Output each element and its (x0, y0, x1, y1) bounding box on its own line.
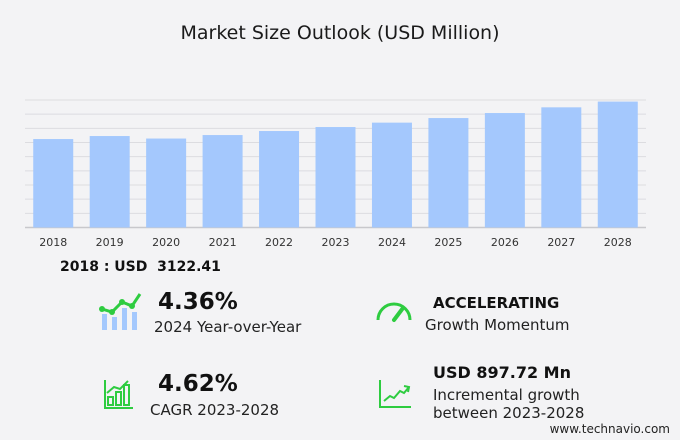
bar-growth-icon (104, 380, 133, 409)
x-tick-label: 2022 (265, 236, 293, 249)
x-tick-label: 2018 (39, 236, 67, 249)
growth-chart-icon (99, 293, 142, 330)
bar-2021 (202, 135, 243, 228)
bar-2019 (89, 136, 130, 228)
trend-line-icon (379, 380, 411, 408)
bar-2023 (315, 127, 356, 228)
bar-2028 (597, 101, 638, 228)
x-tick-label: 2026 (491, 236, 519, 249)
x-tick-label: 2023 (322, 236, 350, 249)
x-tick-label: 2021 (209, 236, 237, 249)
x-tick-label: 2024 (378, 236, 406, 249)
bar-2026 (484, 113, 525, 228)
chart-title: Market Size Outlook (USD Million) (180, 22, 500, 44)
x-tick-label: 2019 (96, 236, 124, 249)
bar-2020 (146, 138, 187, 228)
bar-2018 (33, 139, 74, 228)
speedometer-icon (376, 302, 412, 322)
momentum-label: Growth Momentum (425, 316, 570, 334)
cagr-value: 4.62% (158, 371, 238, 397)
base-year-value: 2018 : USD 3122.41 (60, 259, 221, 275)
bar-chart: 2018 2019 2020 2021 2022 2023 2024 2025 2026 2027… (25, 99, 646, 249)
incremental-label-1: Incremental growth (433, 386, 580, 404)
x-tick-label: 2028 (604, 236, 632, 249)
bar-2025 (428, 118, 469, 228)
bar-2024 (371, 122, 412, 228)
x-tick-label: 2025 (434, 236, 462, 249)
incremental-value: USD 897.72 Mn (433, 363, 571, 382)
website-link[interactable]: www.technavio.com (549, 422, 670, 436)
cagr-label: CAGR 2023-2028 (150, 401, 280, 419)
incremental-label-2: between 2023-2028 (433, 404, 585, 422)
bar-2027 (541, 107, 582, 228)
x-tick-label: 2027 (547, 236, 575, 249)
x-tick-label: 2020 (152, 236, 180, 249)
momentum-value: ACCELERATING (433, 294, 560, 312)
yoy-label: 2024 Year-over-Year (154, 318, 302, 336)
yoy-value: 4.36% (158, 289, 238, 315)
bar-2022 (259, 131, 300, 228)
